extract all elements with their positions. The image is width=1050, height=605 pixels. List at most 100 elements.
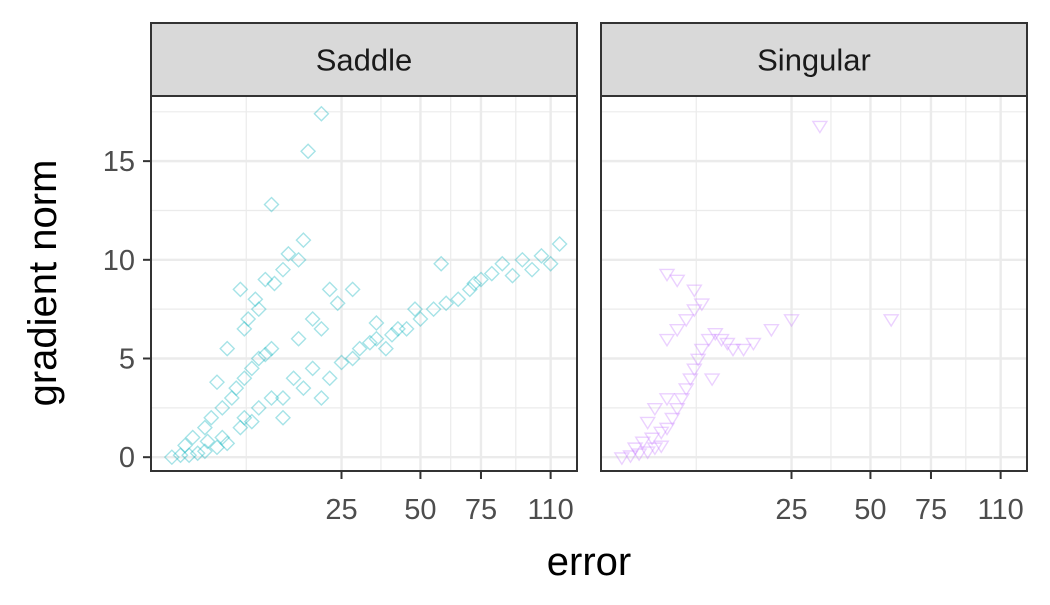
x-axis: 25 50 75 110 [325, 471, 574, 526]
data-point [438, 295, 455, 312]
data-point [184, 429, 201, 446]
data-point [250, 350, 267, 367]
plot-background [151, 96, 577, 471]
x-tick-label: 75 [915, 494, 947, 526]
data-point [209, 439, 225, 456]
data-point [236, 409, 253, 426]
data-point [658, 268, 676, 282]
data-point [719, 337, 736, 352]
x-tick-label: 25 [775, 494, 807, 526]
data-point [658, 393, 676, 407]
data-point [236, 370, 253, 387]
data-point [652, 426, 670, 440]
data-point [329, 295, 346, 312]
data-point [668, 323, 686, 338]
data-point [514, 251, 531, 268]
data-point [524, 261, 541, 278]
data-point [257, 346, 274, 363]
data-point [285, 370, 302, 387]
data-point [304, 311, 321, 328]
data-point [266, 275, 283, 292]
y-tick-label: 15 [103, 146, 135, 178]
data-point [652, 440, 670, 454]
x-tick-label: 25 [325, 494, 357, 526]
data-point [639, 446, 656, 460]
data-point [344, 281, 361, 298]
data-point [494, 255, 511, 272]
data-point [214, 399, 231, 416]
data-point [646, 402, 664, 417]
data-point [686, 284, 703, 298]
data-point [209, 374, 225, 391]
data-point [735, 343, 752, 357]
data-point [236, 320, 253, 337]
data-point [682, 373, 699, 387]
data-points [613, 120, 900, 466]
panel-border [600, 95, 1028, 472]
data-point [389, 320, 406, 337]
data-point [243, 360, 260, 377]
data-point [634, 436, 652, 450]
data-point [693, 298, 711, 312]
data-point [263, 389, 280, 406]
data-point [613, 452, 631, 466]
y-tick-label: 5 [119, 344, 135, 376]
data-point [433, 255, 450, 272]
data-point [344, 350, 361, 367]
grid-lines [151, 96, 577, 471]
data-point [693, 343, 711, 357]
plot-background [601, 96, 1027, 471]
x-axis-title: error [547, 540, 631, 584]
data-point [263, 340, 280, 357]
data-points [163, 105, 568, 466]
facet-strip [150, 22, 578, 97]
data-point [425, 301, 442, 318]
data-point [290, 251, 307, 268]
data-point [232, 419, 249, 436]
facet-strip-label: Singular [757, 43, 871, 78]
data-point [177, 437, 194, 454]
data-point [713, 333, 730, 348]
data-point [257, 271, 274, 288]
data-point [368, 314, 385, 331]
data-point [368, 330, 385, 347]
data-point [351, 340, 368, 357]
data-point [163, 449, 180, 466]
data-point [290, 330, 307, 347]
data-point [882, 314, 900, 328]
data-point [313, 389, 330, 406]
data-point [639, 416, 656, 430]
data-point [223, 389, 240, 406]
data-point [745, 337, 762, 352]
data-point [646, 442, 664, 456]
data-point [689, 353, 707, 367]
data-point [472, 271, 489, 288]
data-point [250, 301, 267, 318]
data-point [668, 274, 686, 288]
data-point [658, 422, 676, 436]
data-point [406, 301, 423, 318]
x-axis: 25 50 75 110 [775, 471, 1024, 526]
grid-lines [601, 96, 1027, 471]
data-point [304, 360, 321, 377]
facet-panel-saddle: Saddle 25 50 75 110 [150, 22, 578, 526]
facet-panel-singular: Singular 25 50 75 110 [600, 22, 1028, 526]
data-point [630, 448, 648, 462]
x-tick-label: 110 [528, 494, 574, 526]
data-point [275, 389, 291, 406]
data-point [677, 314, 695, 328]
panel-border [150, 95, 578, 472]
data-point [243, 413, 260, 430]
data-point [686, 304, 703, 318]
data-point [626, 442, 644, 456]
data-point [295, 380, 312, 397]
data-point [181, 447, 198, 464]
data-point [247, 291, 264, 308]
data-point [333, 354, 350, 371]
data-point [219, 340, 236, 357]
data-point [189, 445, 206, 462]
data-point [361, 334, 378, 351]
data-point [724, 343, 742, 357]
